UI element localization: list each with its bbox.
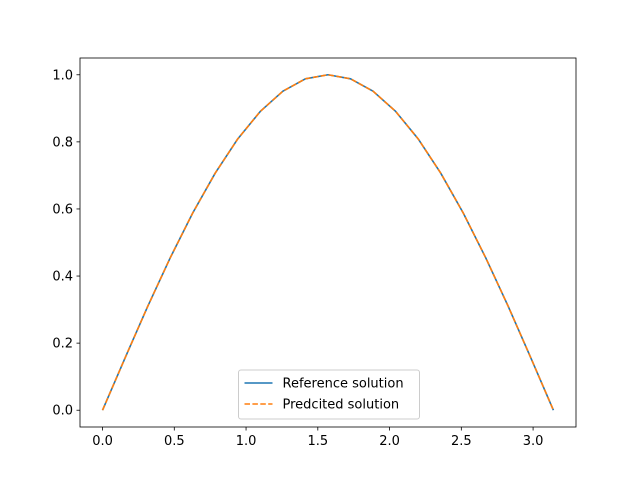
plot-frame bbox=[79, 57, 577, 428]
y-tick-label: 1.0 bbox=[52, 68, 73, 83]
series-line-2 bbox=[101, 73, 555, 411]
legend-box bbox=[238, 369, 420, 420]
y-tick-label: 0.2 bbox=[52, 337, 73, 352]
x-tick-label: 1.5 bbox=[307, 434, 328, 449]
legend-label-2: Predcited solution bbox=[283, 398, 400, 413]
y-tick-label: 0.8 bbox=[52, 135, 73, 150]
y-tick-label: 0.0 bbox=[52, 404, 73, 419]
series-line-1 bbox=[101, 73, 555, 411]
legend-label-1: Reference solution bbox=[283, 377, 404, 392]
x-tick-label: 2.0 bbox=[379, 434, 400, 449]
x-tick-label: 2.5 bbox=[451, 434, 472, 449]
y-tick-label: 0.6 bbox=[52, 202, 73, 217]
y-tick-label: 0.4 bbox=[52, 270, 73, 285]
legend: Reference solution Predcited solution bbox=[238, 369, 420, 420]
plot-frame-border bbox=[79, 57, 577, 428]
x-tick-label: 0.5 bbox=[164, 434, 185, 449]
axes: 0.0 0.5 1.0 1.5 2.0 2.5 3.0 0.0 0.2 0.4 0.6 0.8 1.0 bbox=[52, 68, 543, 449]
x-tick-label: 3.0 bbox=[523, 434, 544, 449]
x-tick-label: 1.0 bbox=[236, 434, 257, 449]
series-layer bbox=[101, 73, 555, 411]
x-tick-label: 0.0 bbox=[92, 434, 113, 449]
